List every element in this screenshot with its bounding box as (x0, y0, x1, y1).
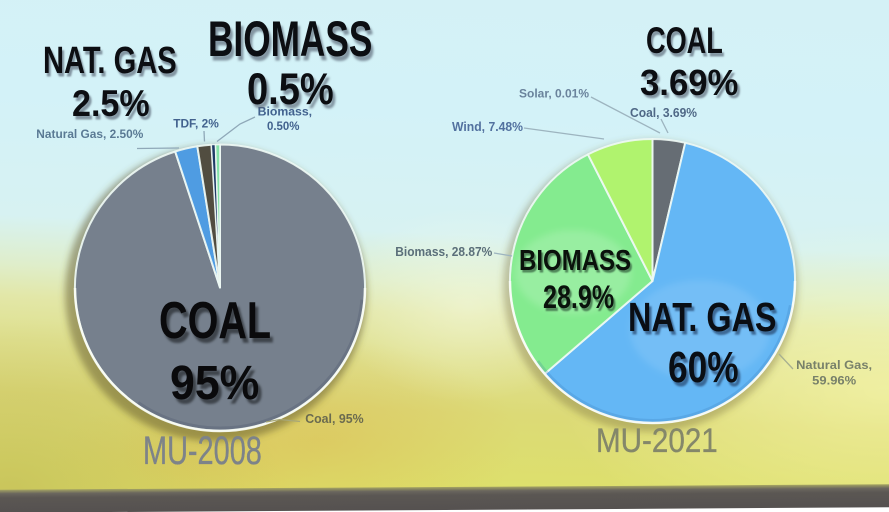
svg-text:Wind, 7.48%: Wind, 7.48% (452, 119, 523, 134)
svg-text:Natural Gas, 2.50%: Natural Gas, 2.50% (36, 127, 143, 141)
svg-text:Biomass, 28.87%: Biomass, 28.87% (395, 244, 492, 259)
svg-text:0.50%: 0.50% (267, 119, 300, 133)
svg-text:Coal, 3.69%: Coal, 3.69% (630, 105, 697, 120)
svg-text:Coal, 95%: Coal, 95% (305, 411, 364, 426)
svg-text:Solar, 0.01%: Solar, 0.01% (519, 87, 589, 101)
svg-text:TDF, 2%: TDF, 2% (173, 117, 219, 131)
svg-text:Biomass,: Biomass, (258, 107, 313, 119)
svg-text:Natural Gas,: Natural Gas, (796, 358, 872, 372)
svg-text:59.96%: 59.96% (812, 374, 856, 388)
